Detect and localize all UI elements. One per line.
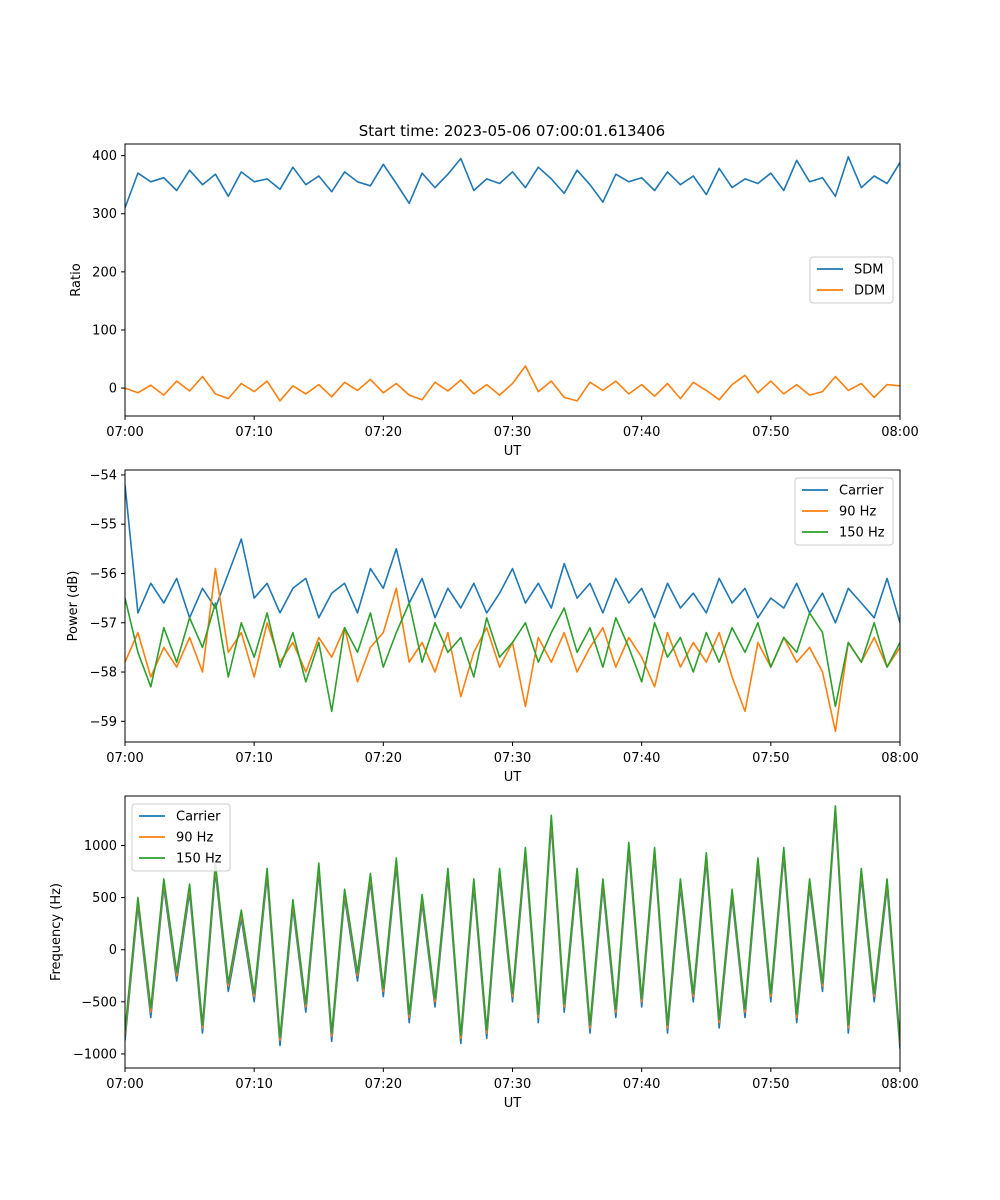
legend-label-150-hz: 150 Hz [839,526,885,541]
x-tick-label: 07:20 [365,425,402,440]
series-group [125,805,900,1049]
x-tick-label: 07:30 [494,1077,531,1092]
y-axis-label: Frequency (Hz) [49,883,64,981]
x-tick-label: 07:50 [752,425,789,440]
x-tick-label: 07:10 [235,1077,272,1092]
x-tick-label: 08:00 [881,425,918,440]
y-tick-label: −57 [90,616,117,631]
y-tick-label: −58 [90,666,117,681]
series-group [125,156,900,402]
legend-box [794,477,894,546]
series-group [125,484,900,733]
y-tick-label: 0 [109,943,117,958]
x-tick-label: 08:00 [881,1077,918,1092]
y-axis-label: Ratio [69,263,84,296]
x-tick-label: 07:30 [494,751,531,766]
y-tick-label: −55 [90,518,117,533]
y-tick-label: 300 [92,207,117,222]
x-tick-label: 08:00 [881,751,918,766]
y-tick-label: 0 [109,382,117,397]
x-tick-label: 07:40 [623,751,660,766]
legend-label-90-hz: 90 Hz [176,831,213,846]
legend-label-carrier: Carrier [839,484,884,499]
x-tick-label: 07:40 [623,425,660,440]
x-axis-label: UT [504,1096,522,1111]
x-tick-label: 07:10 [235,425,272,440]
y-tick-label: −1000 [73,1047,117,1062]
legend-label-90-hz: 90 Hz [839,505,876,520]
power-panel: 07:00 07:10 07:20 07:30 07:40 07:50 08:00 UT −59… [66,468,919,785]
x-tick-label: 07:00 [106,1077,143,1092]
x-tick-label: 07:40 [623,1077,660,1092]
y-tick-label: 1000 [84,839,117,854]
legend-label-ddm: DDM [854,284,885,299]
y-tick-label: 100 [92,323,117,338]
y-tick-label: 500 [92,891,117,906]
legend-label-carrier: Carrier [176,810,221,825]
y-tick-label: 400 [92,149,117,164]
x-tick-label: 07:10 [235,751,272,766]
frequency-panel: 07:00 07:10 07:20 07:30 07:40 07:50 08:00 UT −10… [49,795,919,1111]
series-line-ddm [125,365,900,402]
legend-label-150-hz: 150 Hz [176,852,222,867]
series-line-carrier [125,484,900,624]
series-line-150-hz [125,805,900,1041]
y-tick-label: 200 [92,265,117,280]
series-line-carrier [125,813,900,1049]
y-axis-label: Power (dB) [66,571,81,642]
y-tick-label: −59 [90,715,117,730]
x-tick-label: 07:00 [106,425,143,440]
legend-label-sdm: SDM [854,263,883,278]
y-tick-label: −500 [81,995,117,1010]
y-tick-label: −54 [90,468,117,483]
legend-box [131,803,231,872]
ratio-panel: 07:00 07:10 07:20 07:30 07:40 07:50 08:00 UT 0 10… [69,143,919,459]
x-tick-label: 07:20 [365,1077,402,1092]
y-tick-label: −56 [90,567,117,582]
x-axis-label: UT [504,770,522,785]
x-tick-label: 07:50 [752,751,789,766]
series-line-90-hz [125,808,900,1044]
x-tick-label: 07:30 [494,425,531,440]
series-line-sdm [125,156,900,209]
x-tick-label: 07:00 [106,751,143,766]
x-axis-label: UT [504,444,522,459]
x-tick-label: 07:20 [365,751,402,766]
series-line-150-hz [125,597,900,713]
chart-title: Start time: 2023-05-06 07:00:01.613406 [359,122,665,140]
x-tick-label: 07:50 [752,1077,789,1092]
